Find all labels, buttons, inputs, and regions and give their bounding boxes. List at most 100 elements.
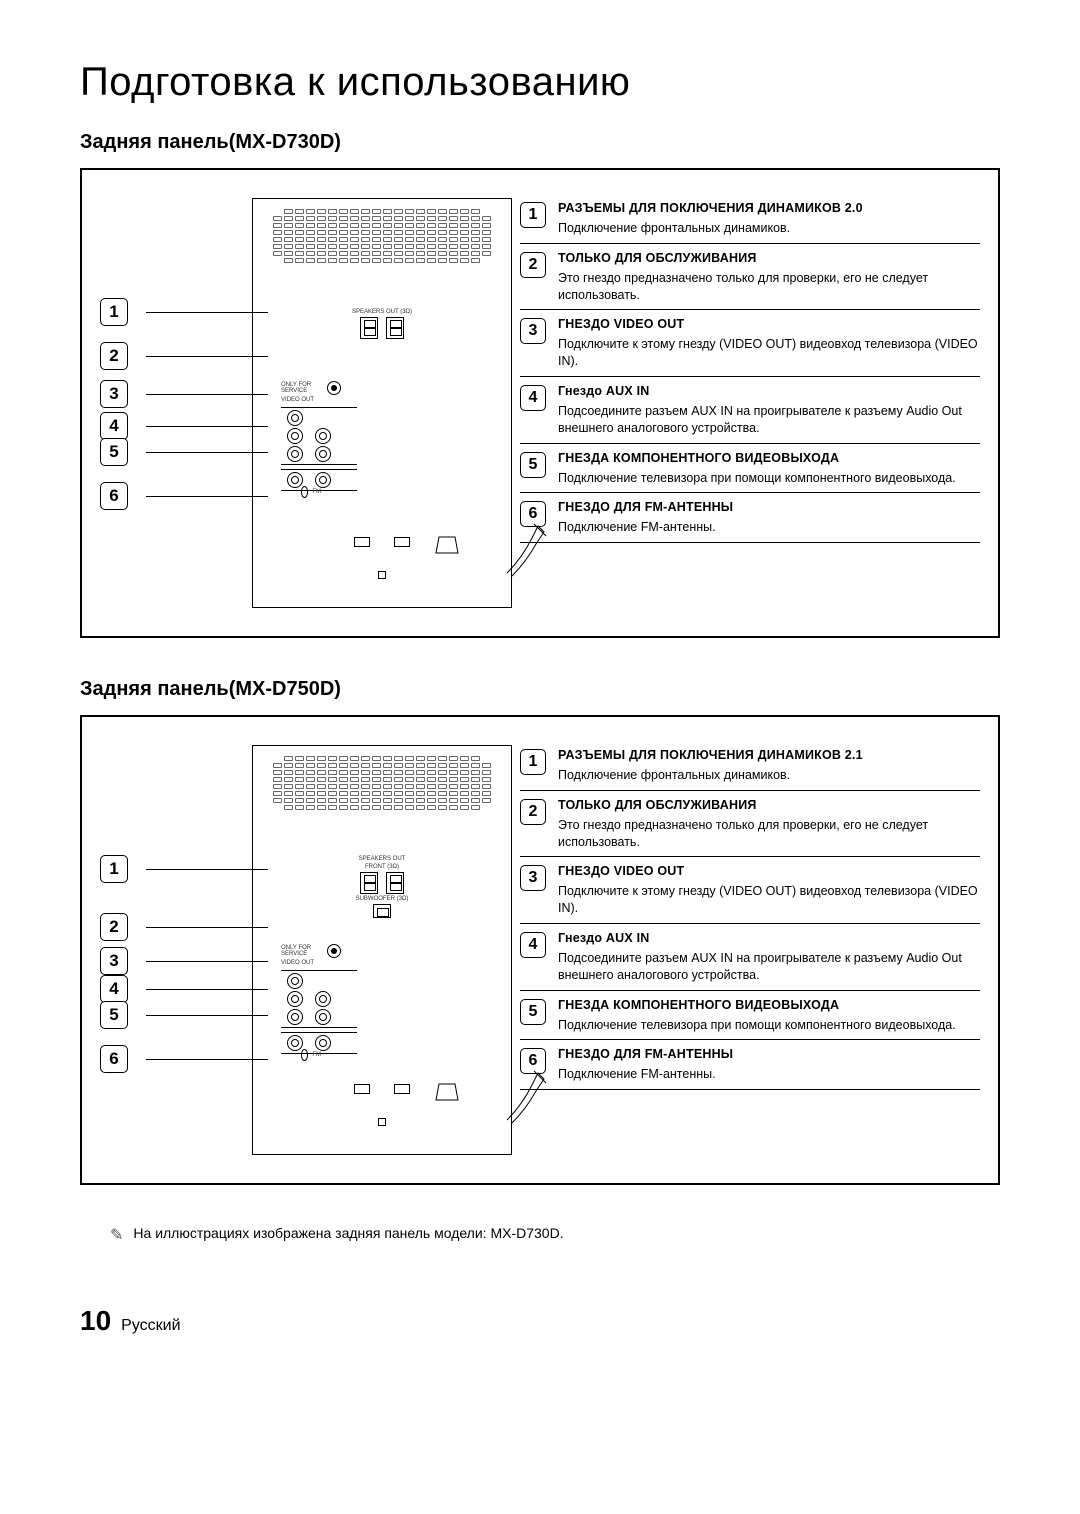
- legend-text: ГНЕЗДО ДЛЯ FM-АНТЕННЫ Подключение FM-анте…: [558, 1046, 980, 1083]
- front-label: FRONT (3Ω): [312, 864, 452, 870]
- fm-jack-icon: [301, 486, 308, 498]
- fm-label: FM: [312, 489, 321, 495]
- note-text: На иллюстрациях изображена задняя панель…: [133, 1225, 563, 1241]
- legend-title: ГНЕЗДО ДЛЯ FM-АНТЕННЫ: [558, 1046, 980, 1063]
- legend-number: 1: [520, 749, 546, 775]
- legend-text: ГНЕЗДО VIDEO OUT Подключите к этому гнезд…: [558, 863, 980, 917]
- legend-desc: Подсоедините разъем AUX IN на проигрыват…: [558, 404, 962, 435]
- footnote: ✎ На иллюстрациях изображена задняя пане…: [110, 1225, 1000, 1245]
- video-out-label: VIDEO OUT: [281, 960, 357, 966]
- legend-number: 4: [520, 385, 546, 411]
- legend-row: 2ТОЛЬКО ДЛЯ ОБСЛУЖИВАНИЯЭто гнездо предн…: [520, 791, 980, 858]
- legend-row: 4 Гнездо AUX IN Подсоедините разъем AUX IN…: [520, 924, 980, 991]
- section-b-title: Задняя панель(MX-D750D): [80, 678, 1000, 701]
- lead-line: [146, 927, 268, 928]
- lead-line: [146, 356, 268, 357]
- callout-bubble: 4: [100, 975, 128, 1003]
- legend-number: 4: [520, 932, 546, 958]
- legend-title: Гнездо AUX IN: [558, 383, 980, 400]
- legend-row: 2 ТОЛЬКО ДЛЯ ОБСЛУЖИВАНИЯ Это гнездо предн…: [520, 244, 980, 311]
- lead-line: [146, 452, 268, 453]
- legend-text: ГНЕЗДА КОМПОНЕНТНОГО ВИДЕОВЫХОДАПодключе…: [558, 997, 980, 1034]
- legend-number: 3: [520, 318, 546, 344]
- lead-line: [146, 869, 268, 870]
- subwoofer-label: SUBWOOFER (3Ω): [312, 896, 452, 902]
- legend-number: 2: [520, 799, 546, 825]
- legend-text: РАЗЪЕМЫ ДЛЯ ПОКЛЮЧЕНИЯ ДИНАМИКОВ 2.1 Подк…: [558, 747, 980, 784]
- callout-bubble: 5: [100, 438, 128, 466]
- fm-jack-icon: [301, 1049, 308, 1061]
- legend-title: ГНЕЗДО VIDEO OUT: [558, 316, 980, 333]
- vent-grid: [273, 756, 491, 828]
- page-footer: 10 Русский: [80, 1305, 1000, 1337]
- legend-title: ГНЕЗДО ДЛЯ FM-АНТЕННЫ: [558, 499, 980, 516]
- legend-title: ГНЕЗДА КОМПОНЕНТНОГО ВИДЕОВЫХОДА: [558, 997, 980, 1014]
- legend-desc: Подключение FM-антенны.: [558, 520, 716, 534]
- legend-number: 1: [520, 202, 546, 228]
- legend-number: 2: [520, 252, 546, 278]
- callout-bubble: 6: [100, 482, 128, 510]
- legend-title: ГНЕЗДО VIDEO OUT: [558, 863, 980, 880]
- legend-text: Гнездо AUX IN Подсоедините разъем AUX IN …: [558, 383, 980, 437]
- device-illustration-a: SPEAKERS OUT (3Ω) ONLY FOR SERVICE VIDEO…: [252, 198, 512, 608]
- legend-title: ТОЛЬКО ДЛЯ ОБСЛУЖИВАНИЯ: [558, 250, 980, 267]
- legend-desc: Подключение фронтальных динамиков.: [558, 221, 790, 235]
- legend-desc: Это гнездо предназначено только для пров…: [558, 271, 928, 302]
- trapezoid-icon: [435, 1082, 459, 1102]
- note-icon: ✎: [110, 1225, 123, 1245]
- legend-text: Гнездо AUX IN Подсоедините разъем AUX IN …: [558, 930, 980, 984]
- lead-line: [146, 961, 268, 962]
- legend-number: 5: [520, 452, 546, 478]
- legend-number: 6: [520, 501, 546, 527]
- callout-bubble: 1: [100, 855, 128, 883]
- legend-row: 3 ГНЕЗДО VIDEO OUT Подключите к этому гнез…: [520, 857, 980, 924]
- callout-bubble: 2: [100, 913, 128, 941]
- callout-bubble: 1: [100, 298, 128, 326]
- legend-text: ГНЕЗДА КОМПОНЕНТНОГО ВИДЕОВЫХОДА Подключе…: [558, 450, 980, 487]
- section-a-title: Задняя панель(MX-D730D): [80, 131, 1000, 154]
- legend-title: РАЗЪЕМЫ ДЛЯ ПОКЛЮЧЕНИЯ ДИНАМИКОВ 2.1: [558, 747, 980, 764]
- service-label: ONLY FOR SERVICE: [281, 945, 319, 957]
- legend-a: 1 РАЗЪЕМЫ ДЛЯ ПОКЛЮЧЕНИЯ ДИНАМИКОВ 2.0Под…: [520, 194, 980, 543]
- legend-number: 5: [520, 999, 546, 1025]
- panel-a-box: SPEAKERS OUT (3Ω) ONLY FOR SERVICE VIDEO…: [80, 168, 1000, 638]
- legend-row: 5 ГНЕЗДА КОМПОНЕНТНОГО ВИДЕОВЫХОДАПодключ…: [520, 991, 980, 1041]
- legend-title: ТОЛЬКО ДЛЯ ОБСЛУЖИВАНИЯ: [558, 797, 980, 814]
- legend-number: 3: [520, 865, 546, 891]
- legend-desc: Подключение FM-антенны.: [558, 1067, 716, 1081]
- fm-label: FM: [312, 1052, 321, 1058]
- legend-row: 6 ГНЕЗДО ДЛЯ FM-АНТЕННЫ Подключение FM-ант…: [520, 1040, 980, 1090]
- legend-number: 6: [520, 1048, 546, 1074]
- legend-title: ГНЕЗДА КОМПОНЕНТНОГО ВИДЕОВЫХОДА: [558, 450, 980, 467]
- legend-row: 3 ГНЕЗДО VIDEO OUT Подключите к этому гнез…: [520, 310, 980, 377]
- lead-line: [146, 1015, 268, 1016]
- legend-row: 1 РАЗЪЕМЫ ДЛЯ ПОКЛЮЧЕНИЯ ДИНАМИКОВ 2.0Под…: [520, 194, 980, 244]
- page-number: 10: [80, 1305, 111, 1337]
- legend-desc: Подключите к этому гнезду (VIDEO OUT) ви…: [558, 884, 978, 915]
- lead-line: [146, 1059, 268, 1060]
- legend-text: ГНЕЗДО ДЛЯ FM-АНТЕННЫ Подключение FM-анте…: [558, 499, 980, 536]
- legend-title: Гнездо AUX IN: [558, 930, 980, 947]
- legend-desc: Подключите к этому гнезду (VIDEO OUT) ви…: [558, 337, 978, 368]
- lead-line: [146, 426, 268, 427]
- legend-desc: Подсоедините разъем AUX IN на проигрыват…: [558, 951, 962, 982]
- callout-bubble: 3: [100, 380, 128, 408]
- page-language: Русский: [121, 1317, 180, 1335]
- callout-bubble: 3: [100, 947, 128, 975]
- service-jack-icon: [327, 944, 341, 958]
- lead-line: [146, 394, 268, 395]
- callout-bubble: 6: [100, 1045, 128, 1073]
- legend-desc: Подключение фронтальных динамиков.: [558, 768, 790, 782]
- legend-row: 5 ГНЕЗДА КОМПОНЕНТНОГО ВИДЕОВЫХОДА Подключ…: [520, 444, 980, 494]
- legend-row: 4 Гнездо AUX IN Подсоедините разъем AUX IN…: [520, 377, 980, 444]
- service-jack-icon: [327, 381, 341, 395]
- legend-b: 1 РАЗЪЕМЫ ДЛЯ ПОКЛЮЧЕНИЯ ДИНАМИКОВ 2.1 Под…: [520, 741, 980, 1090]
- trapezoid-icon: [435, 535, 459, 555]
- legend-text: РАЗЪЕМЫ ДЛЯ ПОКЛЮЧЕНИЯ ДИНАМИКОВ 2.0Подк…: [558, 200, 980, 237]
- device-illustration-b: SPEAKERS OUT FRONT (3Ω) SUBWOOFER (3Ω) O…: [252, 745, 512, 1155]
- legend-text: ТОЛЬКО ДЛЯ ОБСЛУЖИВАНИЯ Это гнездо предна…: [558, 250, 980, 304]
- callout-bubble: 4: [100, 412, 128, 440]
- service-label: ONLY FOR SERVICE: [281, 382, 319, 394]
- callout-bubble: 2: [100, 342, 128, 370]
- legend-desc: Подключение телевизора при помощи компон…: [558, 471, 956, 485]
